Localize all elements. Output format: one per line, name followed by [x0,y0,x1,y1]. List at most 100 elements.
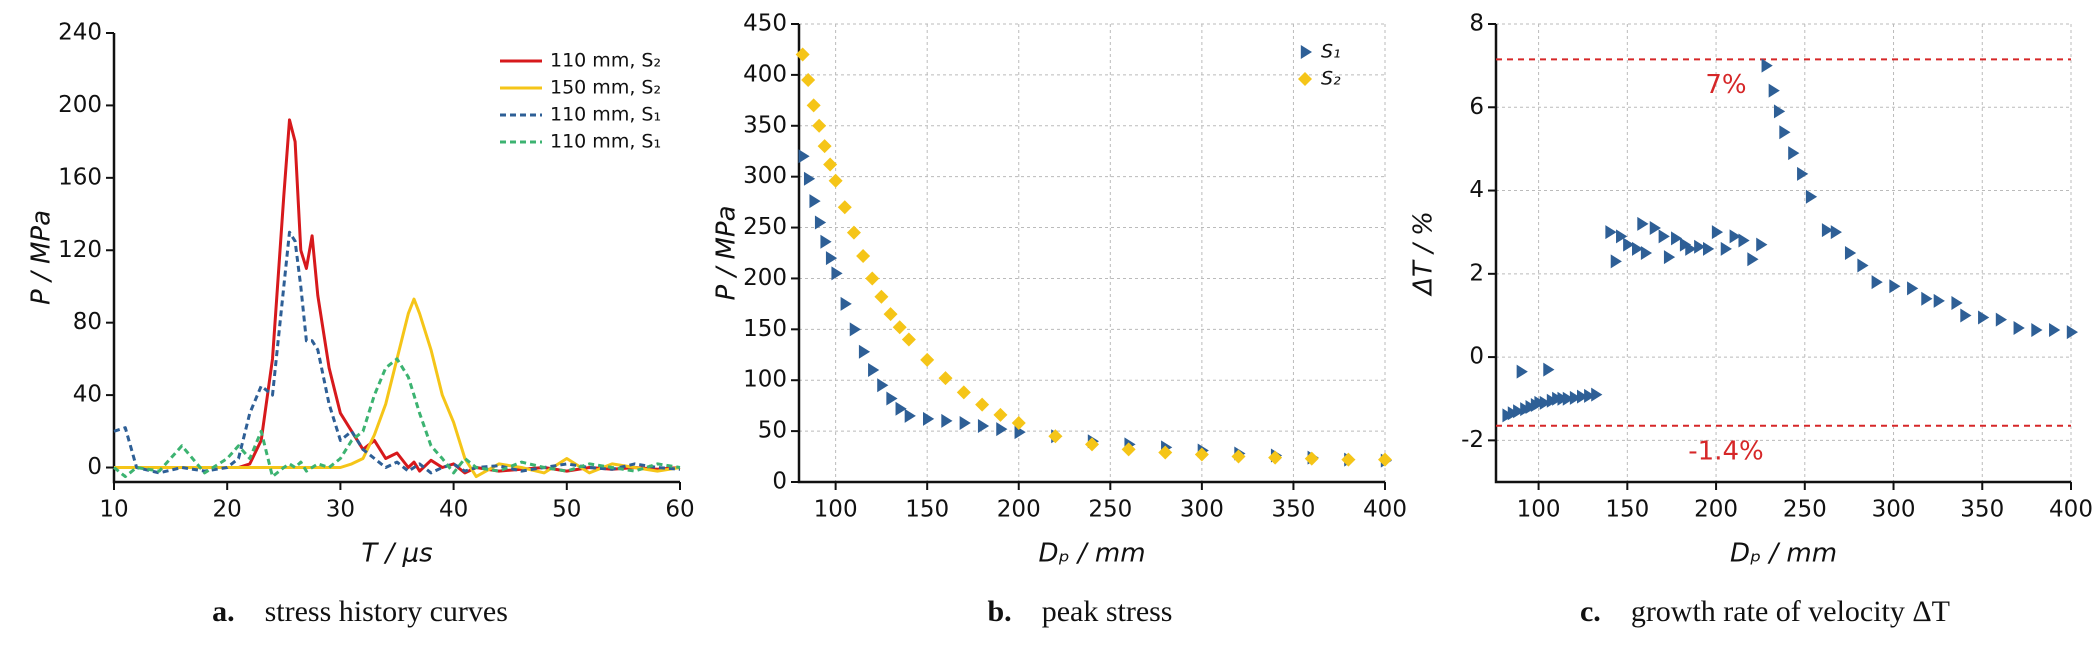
marker [1889,279,1901,294]
y-tick-label: 40 [73,382,102,408]
marker [895,401,907,416]
marker [817,139,832,154]
line-series [113,230,681,475]
marker [2049,323,2061,338]
marker [1663,250,1676,265]
x-tick-label: 300 [1180,497,1224,523]
marker [1584,388,1596,403]
y-axis-label: P / MPa [27,210,57,305]
marker [1871,275,1883,290]
marker [1649,221,1661,236]
y-tick-label: 240 [58,20,102,46]
marker [975,397,990,412]
y-tick-label: 150 [743,316,787,342]
marker [1805,189,1818,204]
marker [977,419,990,434]
x-tick-label: 250 [1088,497,1132,523]
legend-swatch [1300,45,1312,59]
marker [1830,225,1842,240]
marker [877,378,889,393]
caption-text: stress history curves [265,595,508,628]
axis-frame [1494,24,2071,484]
marker [1821,223,1834,238]
marker [1640,246,1653,260]
marker [1616,229,1628,244]
y-tick-label: 0 [87,454,102,480]
marker [1797,166,1809,181]
x-tick-label: 400 [1363,497,1407,523]
marker [809,194,821,209]
marker [1857,258,1869,273]
marker [1121,442,1136,457]
marker [1610,254,1622,269]
marker [820,234,832,249]
x-tick-label: 30 [326,497,355,523]
marker [828,173,843,188]
y-tick-label: 80 [73,309,102,335]
marker [892,320,907,335]
marker [1685,241,1697,256]
x-tick-label: 150 [905,497,949,523]
marker [1951,295,1963,310]
legend-label: S₁ [1321,41,1341,63]
y-tick-label: 450 [743,11,787,37]
x-tick-label: 150 [1605,497,1649,523]
y-tick-label: 160 [58,164,102,190]
marker [1978,310,1990,325]
marker [1747,252,1759,267]
x-tick-label: 60 [665,497,694,523]
axis-frame [112,33,680,484]
marker [1773,104,1786,119]
y-tick-label: 8 [1469,11,1484,37]
marker [2066,325,2078,340]
marker [2031,323,2043,338]
marker [956,385,971,400]
marker [1516,364,1528,379]
y-tick-label: 300 [743,163,787,189]
caption: b. peak stress [988,595,1173,628]
caption: c. growth rate of velocity ΔT [1580,595,1950,628]
y-tick-label: 50 [758,418,787,444]
marker [1658,229,1670,244]
marker [868,363,880,378]
annotation: 7% [1705,70,1746,100]
marker [1011,415,1026,430]
y-tick-label: 0 [1469,344,1484,370]
x-tick-label: 300 [1872,497,1916,523]
marker [996,422,1008,437]
marker [904,408,916,423]
marker [1694,239,1706,254]
legend-label: 150 mm, S₂ [550,77,661,99]
marker [798,149,810,164]
marker [1231,449,1246,464]
marker [1623,237,1635,252]
x-axis-label: Dₚ / mm [1730,539,1837,569]
marker [1605,225,1617,240]
marker [1048,429,1063,444]
marker [806,98,821,113]
marker [959,415,971,430]
line-series [113,357,681,479]
marker [938,371,953,386]
marker [1702,241,1715,256]
marker [1788,146,1800,161]
y-tick-label: 6 [1469,94,1484,120]
marker [883,307,898,322]
y-tick-label: 120 [58,237,102,263]
marker [2013,320,2025,335]
marker [1543,362,1555,377]
marker [1761,58,1773,73]
marker [837,200,852,215]
x-tick-label: 40 [439,497,468,523]
y-axis-label: P / MPa [712,205,742,300]
marker [901,332,916,347]
marker [1756,237,1768,252]
marker [858,344,871,359]
marker [1768,83,1780,98]
marker [1378,452,1392,467]
annotation: -1.4% [1688,436,1763,466]
line-series [114,297,681,479]
caption: a. stress history curves [212,595,508,628]
marker [1513,404,1525,419]
marker [1738,233,1750,248]
